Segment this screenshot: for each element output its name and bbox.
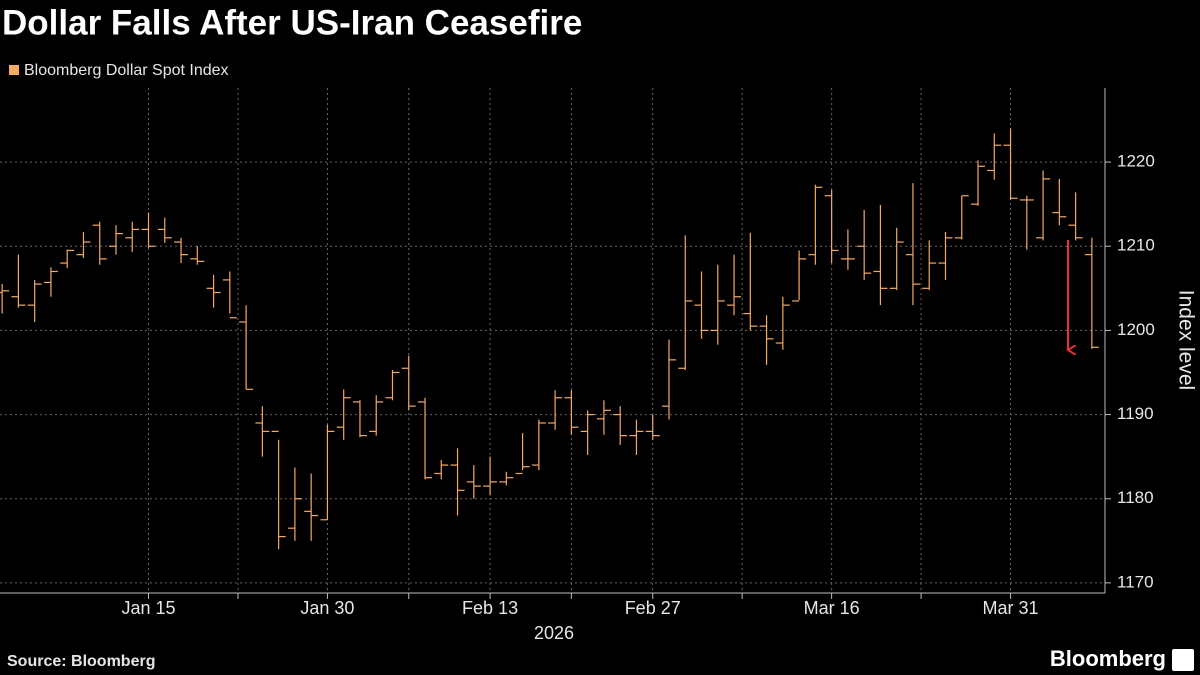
x-tick-label: Jan 30 [300, 598, 354, 618]
y-tick-label: 1210 [1117, 236, 1155, 255]
y-tick-label: 1190 [1117, 404, 1154, 423]
source-note: Source: Bloomberg [7, 653, 155, 670]
x-tick-label: Mar 31 [983, 598, 1039, 618]
x-axis-label: 2026 [534, 623, 574, 643]
x-tick-label: Mar 16 [804, 598, 860, 618]
brand-icon [1172, 649, 1194, 671]
y-tick-label: 1180 [1117, 488, 1154, 507]
legend-label: Bloomberg Dollar Spot Index [24, 62, 229, 79]
x-tick-label: Feb 27 [625, 598, 681, 618]
brand-logo: Bloomberg [1050, 646, 1166, 671]
y-tick-label: 1220 [1117, 152, 1155, 171]
y-axis-label: Index level [1174, 290, 1197, 390]
y-tick-label: 1170 [1117, 572, 1154, 591]
y-tick-label: 1200 [1117, 320, 1155, 339]
x-tick-label: Feb 13 [462, 598, 518, 618]
legend-swatch [9, 65, 19, 75]
x-tick-label: Jan 15 [121, 598, 175, 618]
chart-title: Dollar Falls After US-Iran Ceasefire [2, 3, 582, 42]
